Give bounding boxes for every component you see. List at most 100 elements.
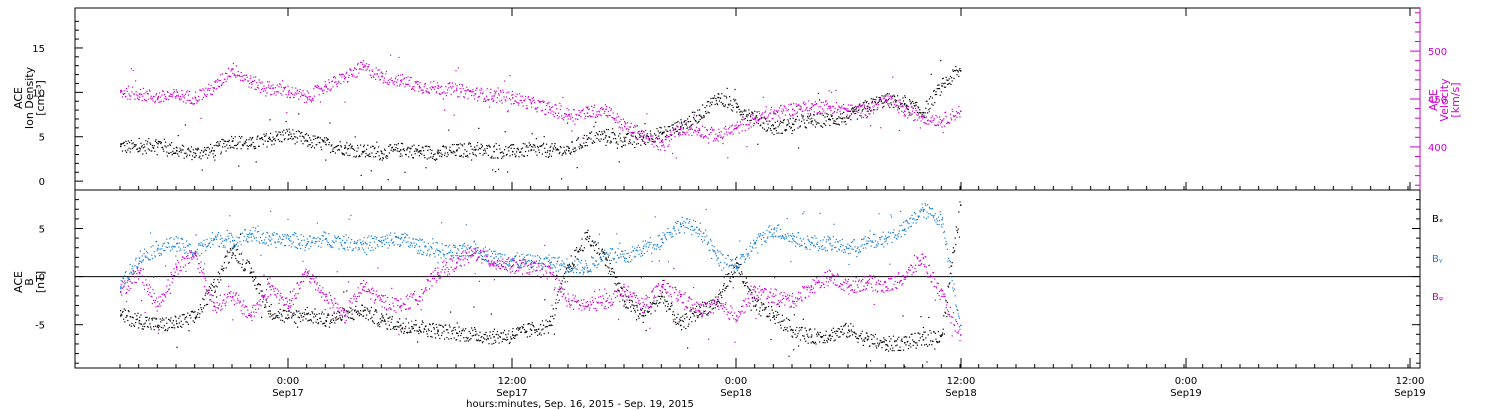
velocity-point xyxy=(334,81,336,83)
bx-point xyxy=(199,304,201,306)
density-point xyxy=(626,133,628,135)
velocity-point xyxy=(175,97,177,99)
bx-point xyxy=(651,306,653,308)
bx-point xyxy=(772,312,774,314)
velocity-point xyxy=(477,100,479,102)
by-point xyxy=(257,225,259,227)
by-point xyxy=(349,242,351,244)
velocity-point xyxy=(956,116,958,119)
bx-point xyxy=(785,329,787,331)
density-point xyxy=(219,144,221,146)
bx-point xyxy=(733,266,735,269)
velocity-point xyxy=(302,89,304,92)
velocity-point xyxy=(736,126,738,129)
by-point xyxy=(367,237,369,239)
bx-point xyxy=(604,253,606,255)
velocity-point xyxy=(799,105,801,107)
velocity-point xyxy=(568,113,570,115)
density-point xyxy=(216,141,218,144)
density-point xyxy=(253,146,255,148)
velocity-point xyxy=(418,90,420,92)
density-point xyxy=(279,140,281,142)
velocity-point xyxy=(734,125,736,127)
by-point xyxy=(427,250,429,252)
density-point xyxy=(519,151,521,153)
density-point xyxy=(547,150,549,152)
by-point xyxy=(469,246,471,249)
velocity-point xyxy=(516,101,518,103)
by-point xyxy=(121,287,123,289)
by-point xyxy=(455,255,457,257)
bx-point xyxy=(426,333,428,335)
velocity-point xyxy=(160,100,162,102)
velocity-point xyxy=(348,76,350,78)
velocity-point xyxy=(491,95,493,97)
velocity-point xyxy=(328,82,330,84)
velocity-point xyxy=(483,98,485,100)
bx-point xyxy=(395,325,397,327)
by-point xyxy=(280,242,282,244)
bx-point xyxy=(180,320,182,322)
velocity-point xyxy=(918,113,920,115)
density-point xyxy=(903,100,905,102)
by-point xyxy=(365,242,367,244)
density-point xyxy=(649,130,651,132)
density-point xyxy=(951,77,953,79)
velocity-point xyxy=(299,89,301,91)
velocity-point xyxy=(738,132,740,134)
density-point xyxy=(752,112,754,114)
density-point xyxy=(568,150,570,152)
bx-point xyxy=(815,343,817,345)
velocity-point xyxy=(751,117,753,119)
bx-point xyxy=(156,326,158,328)
bx-point xyxy=(676,322,678,324)
velocity-point xyxy=(312,99,314,101)
bx-point xyxy=(199,313,201,315)
bx-point xyxy=(508,342,510,345)
bx-point xyxy=(595,243,597,245)
density-point xyxy=(829,119,831,121)
density-point xyxy=(508,146,510,148)
density-point xyxy=(226,140,228,142)
velocity-point xyxy=(237,71,239,73)
bx-point xyxy=(144,322,146,324)
bx-point xyxy=(412,327,414,330)
bx-point xyxy=(949,272,951,274)
density-point xyxy=(395,147,397,149)
velocity-point xyxy=(636,138,638,141)
bx-point xyxy=(484,338,486,340)
velocity-point xyxy=(148,98,150,100)
by-point xyxy=(355,247,357,249)
velocity-point xyxy=(709,128,711,130)
density-point xyxy=(445,146,447,148)
bx-point xyxy=(892,347,894,349)
density-point xyxy=(888,99,890,101)
bx-point xyxy=(759,310,761,312)
by-point xyxy=(493,257,495,259)
by-point xyxy=(248,237,250,239)
bx-point xyxy=(696,305,698,307)
density-point xyxy=(394,149,396,151)
bx-point xyxy=(573,264,575,266)
bx-point xyxy=(349,317,351,319)
bx-point xyxy=(640,309,642,311)
by-point xyxy=(367,247,369,249)
velocity-point xyxy=(653,146,655,148)
density-point xyxy=(633,141,635,143)
velocity-point xyxy=(208,89,210,91)
velocity-point xyxy=(747,124,749,126)
density-point xyxy=(284,138,286,140)
bx-point xyxy=(454,329,456,331)
velocity-point xyxy=(787,109,789,111)
density-point xyxy=(142,147,144,149)
bx-point xyxy=(178,317,180,319)
bx-point xyxy=(581,238,583,240)
density-point xyxy=(458,147,460,149)
density-point xyxy=(344,147,346,149)
velocity-point xyxy=(921,115,923,117)
by-point xyxy=(360,242,362,244)
density-point xyxy=(818,122,820,124)
density-point xyxy=(411,145,413,147)
velocity-point xyxy=(866,110,869,112)
bx-point xyxy=(541,320,543,322)
